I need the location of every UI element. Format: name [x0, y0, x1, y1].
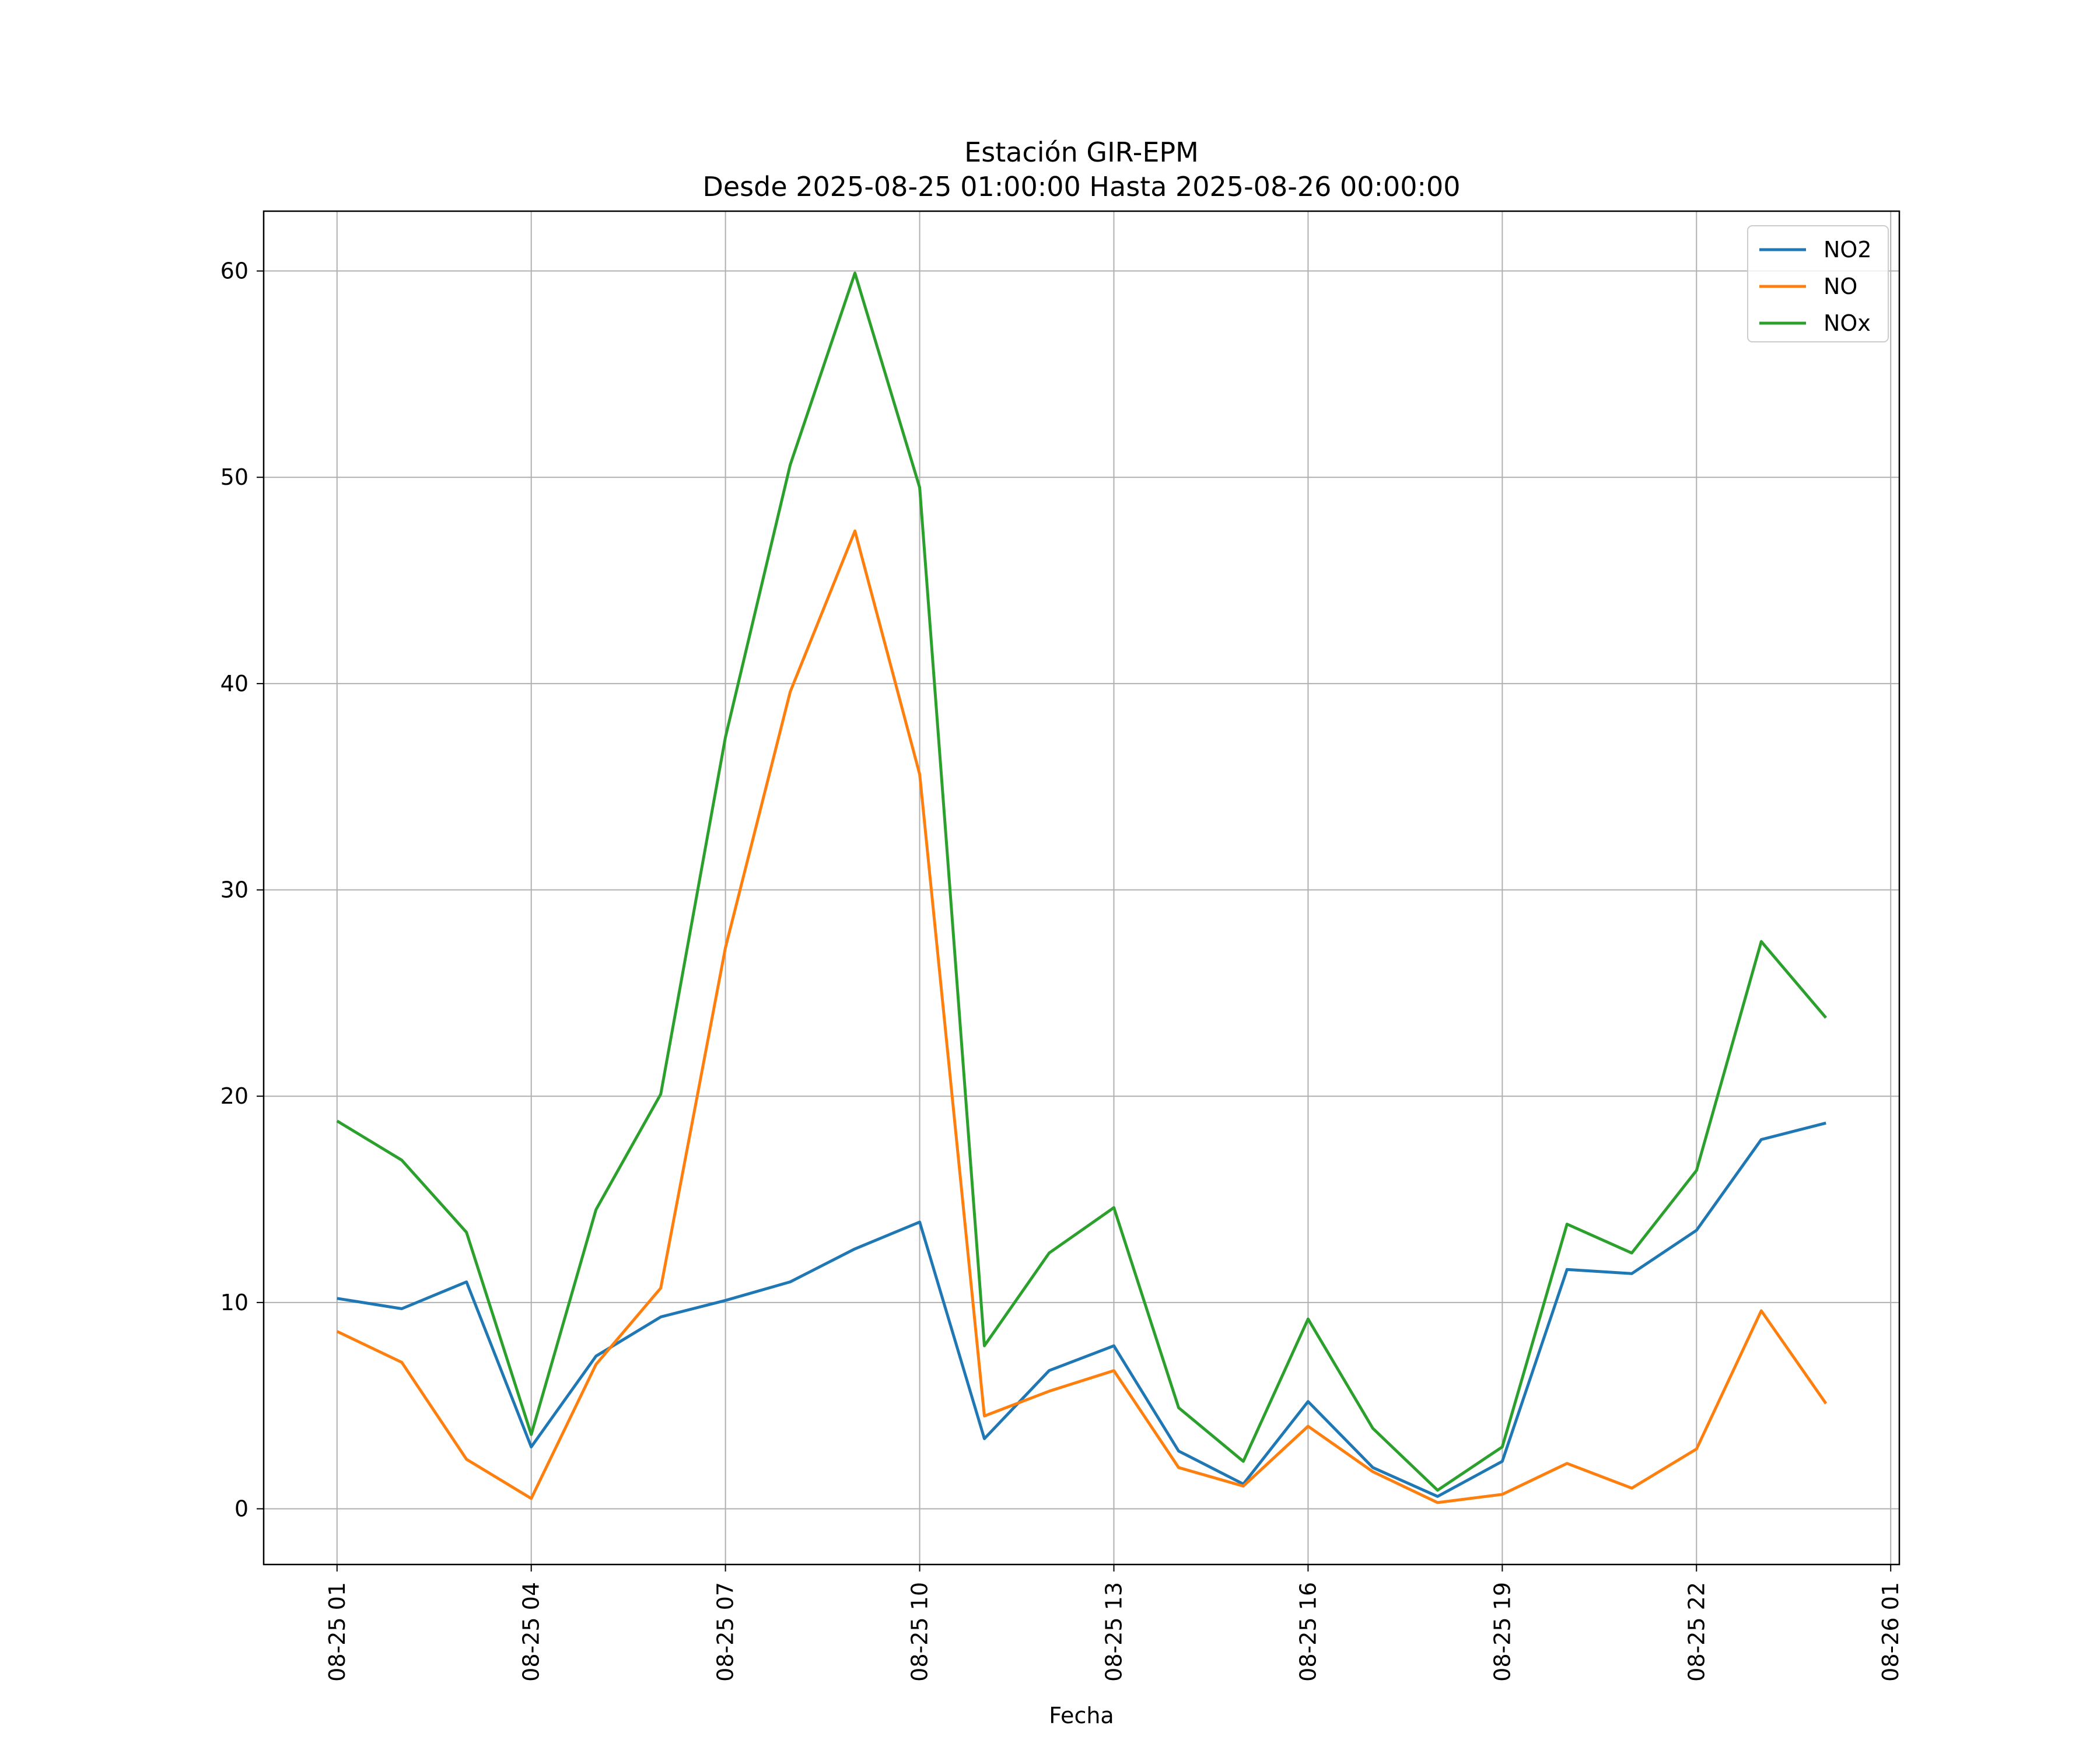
legend-box	[1747, 225, 1889, 342]
y-tick-label: 40	[220, 671, 249, 696]
plot-frame	[262, 210, 1901, 1566]
chart-title: Estación GIR-EPM	[964, 136, 1199, 168]
y-tick-label: 50	[220, 464, 249, 490]
x-tick-label: 08-25 01	[324, 1582, 350, 1682]
x-tick-label: 08-25 22	[1684, 1582, 1709, 1682]
x-tick-label: 08-25 10	[907, 1582, 933, 1682]
x-tick-label: 08-25 07	[713, 1582, 738, 1682]
series-line-no2	[337, 1121, 1826, 1498]
y-tick-label: 20	[220, 1083, 249, 1109]
y-tick-label: 10	[220, 1290, 249, 1315]
y-tick-label: 30	[220, 877, 249, 903]
y-tick-label: 60	[220, 258, 249, 284]
legend: NO2 NO NOx	[1747, 225, 1889, 342]
x-tick-label: 08-25 19	[1489, 1582, 1515, 1682]
x-tick-label: 08-25 16	[1295, 1582, 1321, 1682]
x-tick-label: 08-25 04	[519, 1582, 544, 1682]
legend-label: NOx	[1824, 310, 1871, 336]
y-axis: 0 10 20 30 40 50 60	[220, 258, 264, 1522]
series-layer	[336, 271, 1828, 1504]
grid	[264, 211, 1899, 1564]
legend-label: NO2	[1824, 237, 1872, 262]
x-tick-label: 08-25 13	[1101, 1582, 1126, 1682]
y-tick-label: 0	[235, 1496, 249, 1522]
x-axis-label: Fecha	[1049, 1703, 1114, 1728]
chart-subtitle: Desde 2025-08-25 01:00:00 Hasta 2025-08-…	[702, 171, 1460, 202]
series-line-nox	[336, 271, 1828, 1492]
x-tick-label: 08-26 01	[1878, 1582, 1903, 1682]
series-line-no	[336, 529, 1828, 1504]
legend-label: NO	[1824, 274, 1857, 299]
x-axis: 08-25 01 08-25 04 08-25 07 08-25 10 08-25 13…	[324, 1564, 1903, 1682]
